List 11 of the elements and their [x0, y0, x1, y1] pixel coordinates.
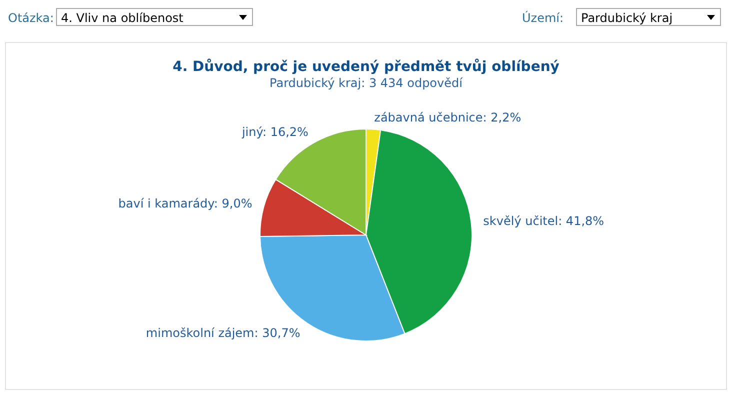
slice-label: mimoškolní zájem: 30,7%	[146, 326, 300, 340]
slice-label: zábavná učebnice: 2,2%	[374, 110, 522, 124]
chart-title: 4. Důvod, proč je uvedený předmět tvůj oblíbený	[172, 58, 560, 75]
slice-label: baví i kamarády: 9,0%	[118, 196, 252, 211]
text: 4. Vliv na oblíbenost	[61, 11, 184, 25]
text: Území:	[522, 11, 564, 25]
chart-subtitle: Pardubický kraj: 3 434 odpovědí	[270, 76, 464, 90]
slice-label: skvělý učitel: 41,8%	[483, 214, 604, 228]
slice-label: jiný: 16,2%	[240, 124, 308, 139]
text: Otázka:	[8, 11, 54, 25]
text: Pardubický kraj	[581, 11, 673, 25]
